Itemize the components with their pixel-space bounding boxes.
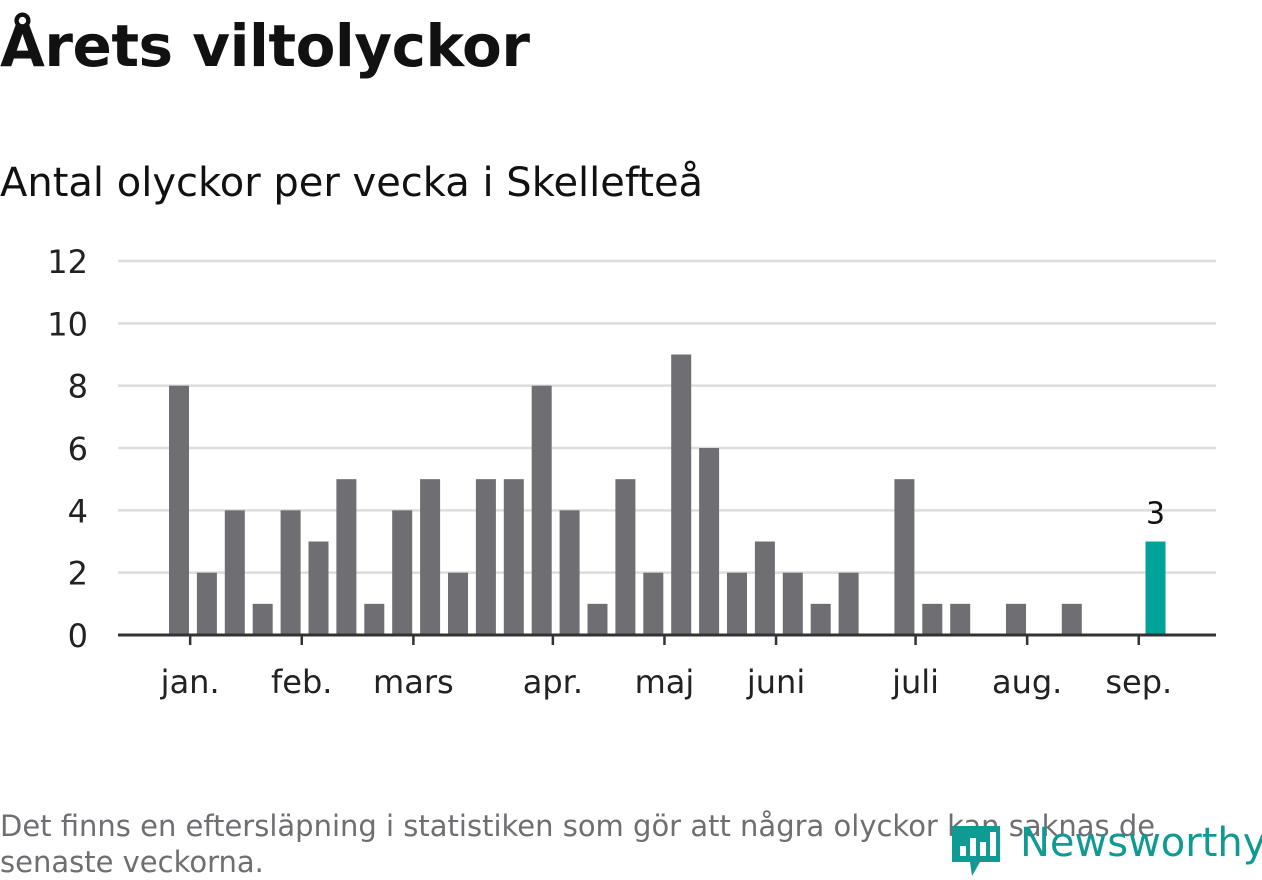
x-tick-label: mars: [373, 663, 454, 701]
bar: [643, 572, 664, 635]
bar: [392, 510, 413, 635]
bar: [1145, 541, 1166, 635]
x-tick-label: jan.: [160, 663, 220, 701]
bar: [475, 479, 496, 635]
bar: [364, 603, 385, 635]
bar: [950, 603, 971, 635]
chart-subtitle: Antal olyckor per vecka i Skellefteå: [0, 160, 704, 206]
bar: [699, 448, 720, 635]
x-tick-label: juni: [746, 663, 805, 701]
bar: [336, 479, 357, 635]
newsworthy-logo: Newsworthy: [950, 818, 1262, 878]
bar: [671, 354, 692, 635]
data-label: 3: [1146, 497, 1165, 532]
x-tick-label: feb.: [271, 663, 332, 701]
x-tick-label: apr.: [523, 663, 583, 701]
bar: [754, 541, 775, 635]
newsworthy-logo-icon: [952, 826, 1000, 876]
bar: [615, 479, 636, 635]
logo-text: Newsworthy: [1020, 820, 1262, 866]
y-tick-label: 6: [68, 430, 88, 468]
x-tick-label: juli: [891, 663, 939, 701]
y-tick-label: 2: [68, 555, 88, 593]
bar: [280, 510, 301, 635]
bar: [503, 479, 524, 635]
bar: [1006, 603, 1026, 635]
bar: [810, 603, 831, 635]
bar: [727, 572, 747, 635]
y-tick-label: 0: [68, 617, 88, 655]
bar: [224, 510, 245, 635]
bar: [1061, 603, 1082, 635]
bar: [448, 572, 468, 635]
data-labels: 3: [1146, 497, 1165, 532]
bar: [531, 385, 552, 635]
bar: [838, 572, 859, 635]
bar: [308, 541, 329, 635]
x-tick-label: maj: [635, 663, 695, 701]
y-tick-label: 10: [47, 305, 88, 343]
bar: [559, 510, 580, 635]
bar: [252, 603, 273, 635]
y-tick-label: 12: [47, 243, 88, 281]
chart-title: Årets viltolyckor: [0, 12, 530, 80]
bar: [782, 572, 803, 635]
y-tick-label: 4: [68, 492, 88, 530]
gridlines: [118, 259, 1216, 574]
x-tick-label: aug.: [992, 663, 1062, 701]
bar-chart: 0 2 4 6 8 10 12 jan. feb. mars apr. maj juni juli aug…: [47, 243, 1216, 701]
bar: [169, 385, 189, 635]
x-axis: jan. feb. mars apr. maj juni juli aug. sep.: [118, 633, 1216, 701]
bar: [587, 603, 608, 635]
bar: [894, 479, 915, 635]
bar: [420, 479, 441, 635]
bar: [922, 603, 943, 635]
y-tick-label: 8: [68, 368, 88, 406]
x-tick-label: sep.: [1105, 663, 1172, 701]
y-axis-ticks: 0 2 4 6 8 10 12: [47, 243, 88, 655]
bars: [169, 354, 1166, 635]
bar: [196, 572, 217, 635]
